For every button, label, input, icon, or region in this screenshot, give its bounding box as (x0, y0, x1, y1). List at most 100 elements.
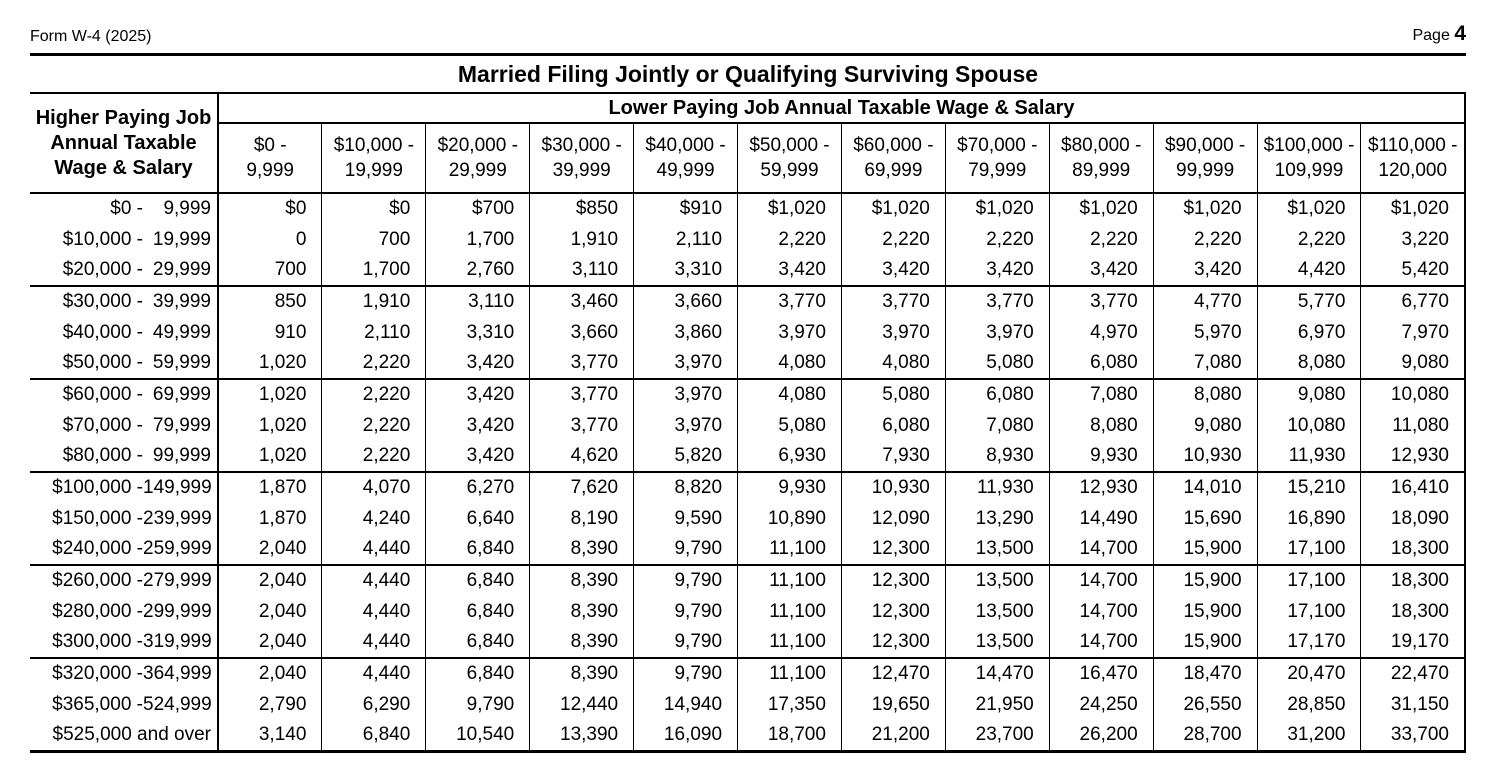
wage-cell: 15,900 (1152, 596, 1258, 627)
wage-cell: 28,850 (1256, 689, 1361, 720)
wage-cell: 3,420 (425, 410, 530, 441)
wage-cell: 15,900 (1152, 627, 1258, 658)
wage-cell: 9,790 (633, 534, 738, 565)
wage-cell: 10,890 (737, 503, 842, 534)
wage-cell: 8,390 (529, 627, 634, 658)
wage-cell: 12,300 (840, 564, 946, 596)
wage-cell: 4,970 (1048, 317, 1154, 348)
wage-cell: 3,970 (840, 317, 946, 348)
table-row: $80,000 -99,999 1,020 2,220 3,420 4,620 5,820… (30, 441, 1465, 472)
table-row: $100,000 -149,999 1,870 4,070 6,270 7,620 8,8… (30, 471, 1465, 503)
wage-cell: 2,220 (321, 441, 426, 472)
table-row: $70,000 -79,999 1,020 2,220 3,420 3,770 3,970… (30, 410, 1465, 441)
wage-cell: 1,870 (217, 471, 322, 503)
wage-cell: 13,500 (944, 564, 1050, 596)
wage-cell: 8,080 (1048, 410, 1154, 441)
wage-cell: 6,770 (1360, 285, 1465, 317)
row-label: $30,000 -39,999 (30, 285, 219, 317)
wage-cell: 2,220 (1152, 224, 1258, 255)
wage-cell: 15,690 (1152, 503, 1258, 534)
wage-cell: 11,930 (1256, 441, 1361, 472)
wage-cell: $910 (633, 193, 738, 224)
wage-cell: $0 (321, 193, 426, 224)
wage-cell: 2,110 (321, 317, 426, 348)
wage-cell: 2,040 (217, 596, 322, 627)
wage-cell: 3,770 (1048, 285, 1154, 317)
wage-cell: 2,220 (321, 410, 426, 441)
wage-cell: 6,080 (840, 410, 946, 441)
wage-cell: 5,420 (1360, 255, 1465, 286)
wage-cell: 4,080 (840, 348, 946, 379)
wage-cell: 3,420 (840, 255, 946, 286)
wage-cell: 5,820 (633, 441, 738, 472)
wage-cell: $1,020 (840, 193, 946, 224)
wage-cell: $1,020 (1152, 193, 1258, 224)
wage-cell: 24,250 (1048, 689, 1154, 720)
wage-cell: 6,840 (425, 657, 530, 689)
wage-cell: 13,390 (529, 720, 634, 751)
wage-cell: $1,020 (1256, 193, 1361, 224)
wage-cell: 12,440 (529, 689, 634, 720)
wage-cell: 8,080 (1256, 348, 1361, 379)
wage-cell: 3,970 (633, 410, 738, 441)
col-header: $110,000 -120,000 (1360, 123, 1465, 194)
wage-cell: 9,790 (633, 596, 738, 627)
wage-cell: 9,930 (1048, 441, 1154, 472)
wage-cell: 910 (217, 317, 322, 348)
wage-cell: 14,700 (1048, 596, 1154, 627)
wage-cell: 18,300 (1360, 564, 1465, 596)
row-label: $10,000 -19,999 (30, 224, 219, 255)
wage-cell: 12,930 (1360, 441, 1465, 472)
row-label: $20,000 -29,999 (30, 255, 219, 286)
wage-cell: 9,930 (737, 471, 842, 503)
wage-cell: 3,970 (944, 317, 1050, 348)
wage-cell: 10,930 (840, 471, 946, 503)
wage-cell: 3,770 (529, 378, 634, 410)
wage-cell: 21,200 (840, 720, 946, 751)
wage-cell: 16,090 (633, 720, 738, 751)
wage-cell: 11,100 (737, 564, 842, 596)
wage-cell: $1,020 (1360, 193, 1465, 224)
wage-cell: 5,770 (1256, 285, 1361, 317)
wage-cell: 18,300 (1360, 596, 1465, 627)
wage-table-body: $0 -9,999 $0 $0 $700 $850 $910 $1,020 $1,020 $1,… (30, 193, 1465, 751)
table-row: $60,000 -69,999 1,020 2,220 3,420 3,770 3,970… (30, 378, 1465, 410)
wage-cell: 28,700 (1152, 720, 1258, 751)
wage-cell: 16,470 (1048, 657, 1154, 689)
wage-cell: 12,470 (840, 657, 946, 689)
col-header: $100,000 -109,999 (1256, 123, 1361, 194)
table-row: $300,000 -319,999 2,040 4,440 6,840 8,390 9,7… (30, 627, 1465, 658)
wage-cell: 3,970 (633, 378, 738, 410)
wage-cell: 14,470 (944, 657, 1050, 689)
wage-cell: 6,290 (321, 689, 426, 720)
wage-cell: 2,790 (217, 689, 322, 720)
header-band-row: Higher Paying Job Annual Taxable Wage & … (30, 93, 1465, 194)
wage-cell: 18,090 (1360, 503, 1465, 534)
table-row: $280,000 -299,999 2,040 4,440 6,840 8,390 9,7… (30, 596, 1465, 627)
wage-cell: 1,020 (217, 378, 322, 410)
wage-cell: 33,700 (1360, 720, 1465, 751)
wage-cell: 10,080 (1360, 378, 1465, 410)
wage-cell: 8,390 (529, 564, 634, 596)
wage-cell: 22,470 (1360, 657, 1465, 689)
wage-cell: 18,300 (1360, 534, 1465, 565)
wage-cell: 10,930 (1152, 441, 1258, 472)
wage-cell: 21,950 (944, 689, 1050, 720)
wage-cell: 3,660 (529, 317, 634, 348)
wage-cell: 7,080 (944, 410, 1050, 441)
form-id-label: Form W-4 (2025) (30, 28, 152, 45)
col-header: $10,000 -19,999 (321, 123, 426, 194)
col-header: $60,000 -69,999 (840, 123, 946, 194)
row-label: $0 -9,999 (30, 193, 219, 224)
wage-cell: 14,700 (1048, 534, 1154, 565)
wage-cell: 6,080 (944, 378, 1050, 410)
wage-cell: 13,290 (944, 503, 1050, 534)
wage-cell: 1,910 (321, 285, 426, 317)
wage-cell: 23,700 (944, 720, 1050, 751)
wage-cell: 1,020 (217, 348, 322, 379)
wage-cell: 7,970 (1360, 317, 1465, 348)
wage-cell: 9,080 (1152, 410, 1258, 441)
wage-cell: 6,270 (425, 471, 530, 503)
wage-cell: 6,640 (425, 503, 530, 534)
